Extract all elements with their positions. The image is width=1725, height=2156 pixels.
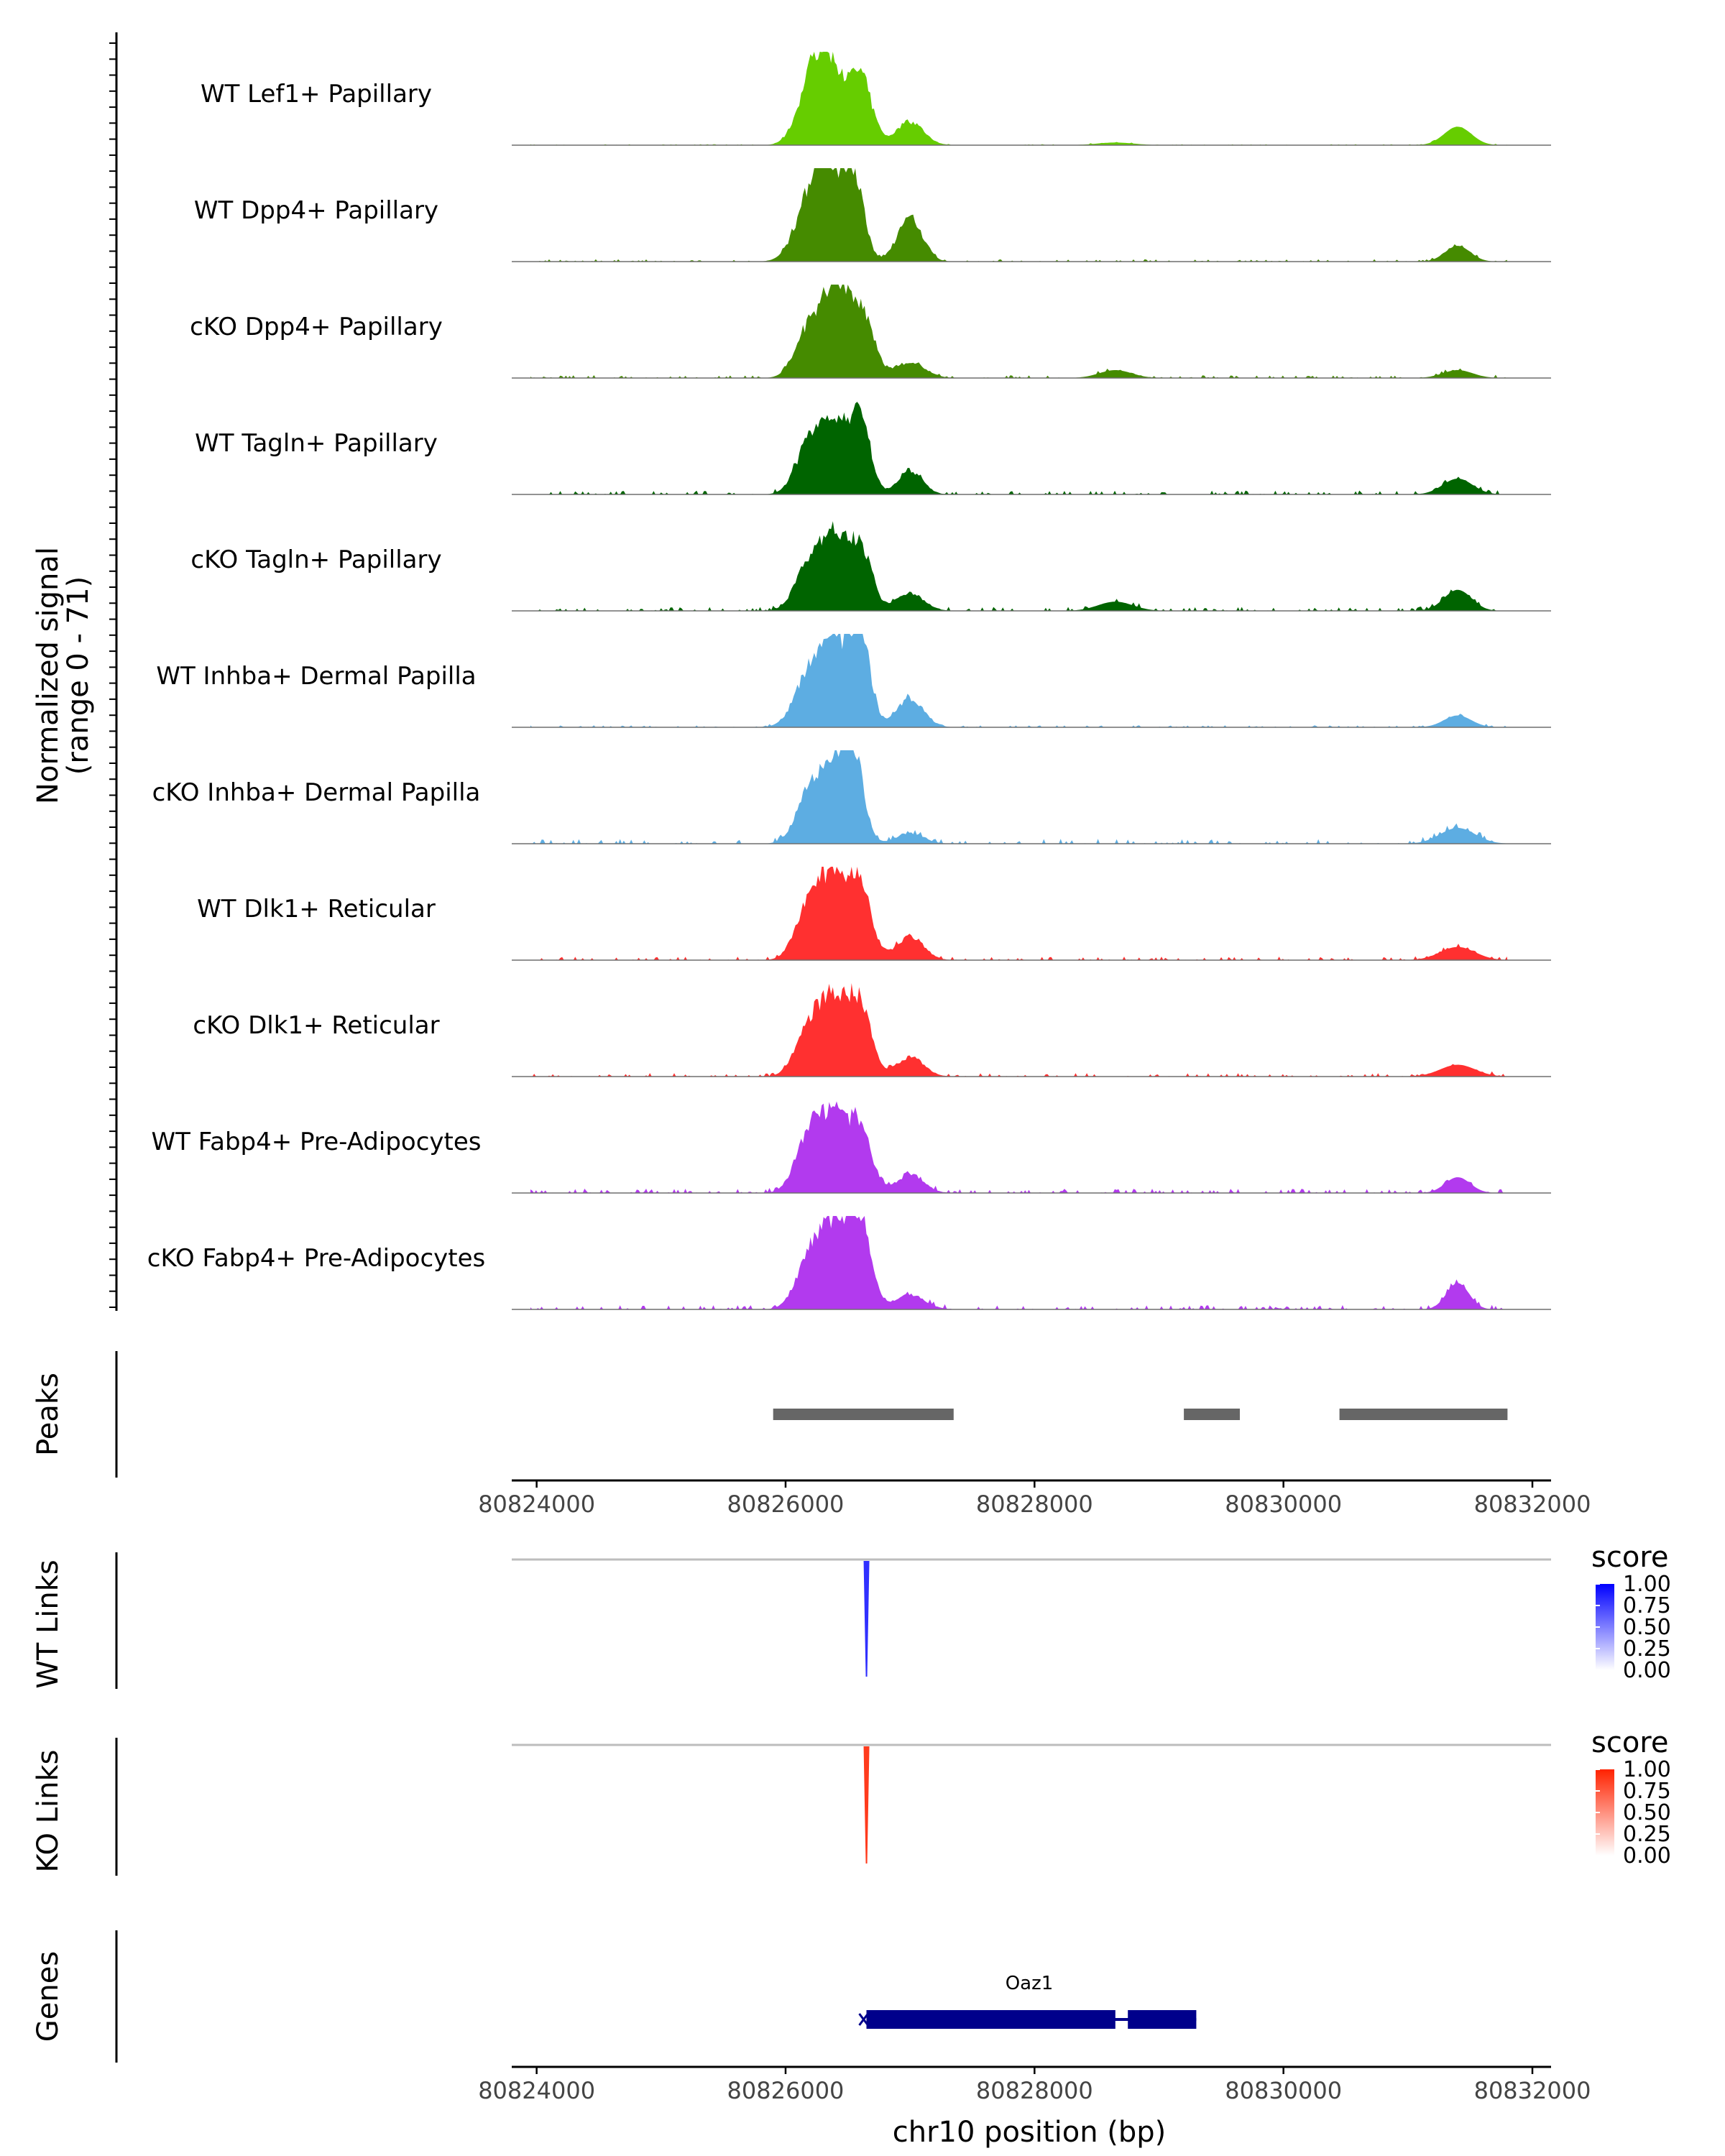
coverage-area-1 bbox=[530, 168, 1508, 262]
legend-tick-label-1-4: 0.00 bbox=[1623, 1843, 1671, 1869]
coverage-area-6 bbox=[530, 750, 1508, 844]
gene-exon-0 bbox=[866, 2010, 1116, 2029]
ko-links-label: KO Links bbox=[32, 1750, 65, 1873]
track-label-2: cKO Dpp4+ Papillary bbox=[190, 313, 443, 341]
legend-tick-label-1-0: 1.00 bbox=[1623, 1757, 1671, 1782]
legend-tick-label-0-4: 0.00 bbox=[1623, 1658, 1671, 1683]
x-axis-bottom-tick-label-0: 80824000 bbox=[478, 2077, 595, 2104]
peaks-label: Peaks bbox=[32, 1373, 65, 1456]
links-tracks: score1.000.750.500.250.00score1.000.750.… bbox=[115, 1541, 1671, 1876]
coverage-area-3 bbox=[530, 402, 1508, 494]
x-axis-bottom: 80824000 80826000 80828000 80830000 80832000 bbox=[478, 2065, 1591, 2104]
track-label-4: cKO Tagln+ Papillary bbox=[190, 545, 441, 574]
legend-tick-label-0-3: 0.25 bbox=[1623, 1636, 1671, 1662]
coverage-area-2 bbox=[530, 285, 1508, 378]
legend-tick-label-0-2: 0.50 bbox=[1623, 1615, 1671, 1640]
legend-tick-label-1-3: 0.25 bbox=[1623, 1822, 1671, 1847]
track-label-6: cKO Inhba+ Dermal Papilla bbox=[152, 778, 481, 807]
peak-region-0 bbox=[773, 1409, 954, 1420]
coverage-area-0 bbox=[530, 52, 1508, 145]
x-axis-bottom-tick-label-1: 80826000 bbox=[727, 2077, 845, 2104]
track-label-0: WT Lef1+ Papillary bbox=[201, 80, 432, 109]
x-axis-bottom-tick-label-3: 80830000 bbox=[1225, 2077, 1342, 2104]
legend-tick-label-1-2: 0.50 bbox=[1623, 1800, 1671, 1825]
peak-region-1 bbox=[1184, 1409, 1240, 1420]
gene-strand-marker bbox=[858, 2013, 869, 2026]
x-axis-top-tick-label-1: 80826000 bbox=[727, 1491, 845, 1518]
x-axis-top: 80824000 80826000 80828000 80830000 80832000 bbox=[478, 1479, 1591, 1518]
coverage-area-8 bbox=[530, 983, 1508, 1077]
coverage-area-4 bbox=[530, 521, 1508, 611]
track-label-7: WT Dlk1+ Reticular bbox=[197, 895, 436, 923]
coverage-tracks: WT Lef1+ Papillary WT Dpp4+ Papillary cKO … bbox=[109, 32, 1551, 1311]
peaks-track bbox=[115, 1351, 1508, 1478]
link-arc-1 bbox=[863, 1746, 870, 1864]
track-label-5: WT Inhba+ Dermal Papilla bbox=[156, 662, 476, 691]
genes-label: Genes bbox=[32, 1951, 65, 2042]
x-axis-bottom-tick-label-2: 80828000 bbox=[976, 2077, 1093, 2104]
x-axis-top-tick-label-3: 80830000 bbox=[1225, 1491, 1342, 1518]
legend-title-0: score bbox=[1591, 1541, 1668, 1574]
x-axis-top-tick-label-2: 80828000 bbox=[976, 1491, 1093, 1518]
coverage-area-9 bbox=[530, 1101, 1508, 1193]
legend-tick-label-1-1: 0.75 bbox=[1623, 1779, 1671, 1804]
coverage-area-5 bbox=[530, 634, 1508, 727]
coverage-area-10 bbox=[530, 1216, 1508, 1309]
peak-region-2 bbox=[1339, 1409, 1508, 1420]
coverage-y-label-line1: Normalized signal bbox=[32, 547, 65, 804]
gene-exon-1 bbox=[1128, 2010, 1197, 2029]
x-axis-title: chr10 position (bp) bbox=[893, 2116, 1167, 2149]
gene-name-label: Oaz1 bbox=[1006, 1973, 1054, 1994]
x-axis-top-tick-label-4: 80832000 bbox=[1474, 1491, 1591, 1518]
link-arc-0 bbox=[863, 1561, 870, 1677]
track-label-8: cKO Dlk1+ Reticular bbox=[193, 1011, 439, 1040]
legend-title-1: score bbox=[1591, 1726, 1668, 1759]
coverage-y-label-line2: (range 0 - 71) bbox=[62, 576, 95, 775]
legend-tick-label-0-1: 0.75 bbox=[1623, 1593, 1671, 1618]
track-label-1: WT Dpp4+ Papillary bbox=[194, 196, 438, 225]
wt-links-label: WT Links bbox=[32, 1560, 65, 1688]
track-label-10: cKO Fabp4+ Pre-Adipocytes bbox=[147, 1244, 486, 1273]
genes-track bbox=[115, 1930, 1197, 2063]
x-axis-bottom-tick-label-4: 80832000 bbox=[1474, 2077, 1591, 2104]
x-axis-top-tick-label-0: 80824000 bbox=[478, 1491, 595, 1518]
coverage-area-7 bbox=[530, 867, 1508, 960]
legend-tick-label-0-0: 1.00 bbox=[1623, 1572, 1671, 1597]
track-label-9: WT Fabp4+ Pre-Adipocytes bbox=[152, 1128, 482, 1156]
track-label-3: WT Tagln+ Papillary bbox=[195, 429, 438, 458]
